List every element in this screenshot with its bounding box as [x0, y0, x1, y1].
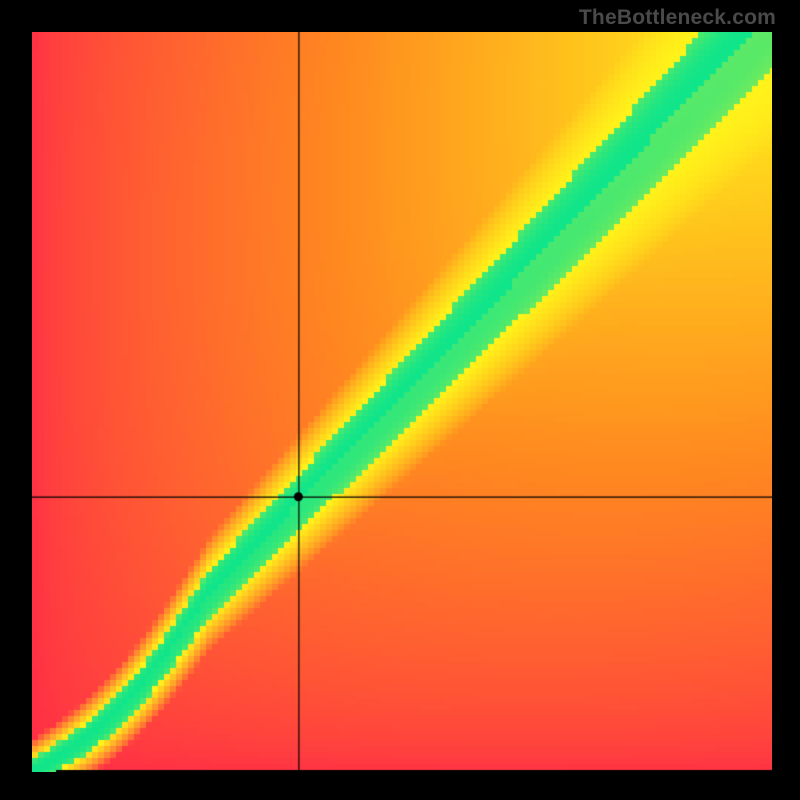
bottleneck-heatmap	[32, 32, 772, 772]
watermark-text: TheBottleneck.com	[579, 6, 776, 30]
